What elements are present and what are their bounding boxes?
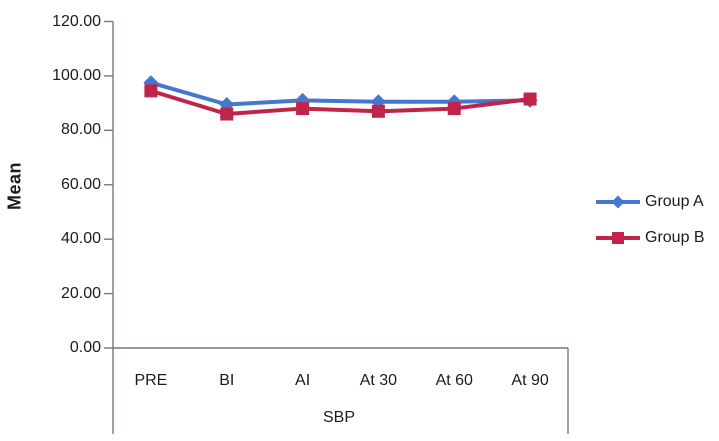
data-point-square[interactable] <box>371 104 385 118</box>
data-point-square[interactable] <box>447 102 461 116</box>
data-point-square[interactable] <box>523 92 537 106</box>
data-point-square[interactable] <box>144 84 158 98</box>
x-category-label: AI <box>295 372 311 389</box>
y-tick-label: 0.00 <box>69 339 101 356</box>
legend-item-group-b[interactable]: Group B <box>595 228 705 248</box>
y-axis-title: Mean <box>4 161 25 211</box>
y-tick-label: 60.00 <box>60 175 101 193</box>
diamond-legend-marker-icon <box>596 195 640 209</box>
data-point-square[interactable] <box>220 107 234 121</box>
data-point-square[interactable] <box>296 102 310 116</box>
x-category-label: At 60 <box>435 372 473 389</box>
square-legend-marker-icon <box>596 232 640 244</box>
y-tick-label: 100.00 <box>52 66 101 84</box>
y-tick-label: 120.00 <box>52 12 101 30</box>
x-category-label: At 30 <box>359 372 398 389</box>
legend-label: Group A <box>645 193 704 210</box>
x-category-label: PRE <box>134 372 168 389</box>
legend-item-group-a[interactable]: Group A <box>595 192 704 212</box>
legend-label: Group B <box>645 229 705 246</box>
series-line-group-a[interactable] <box>148 80 533 107</box>
y-tick-label: 80.00 <box>60 121 101 139</box>
x-axis-title: SBP <box>322 409 356 426</box>
y-tick-label: 20.00 <box>60 284 101 302</box>
series-line-group-b[interactable] <box>148 88 533 117</box>
x-category-label: BI <box>219 372 235 389</box>
x-category-label: At 90 <box>511 372 549 389</box>
y-tick-label: 40.00 <box>60 230 101 248</box>
